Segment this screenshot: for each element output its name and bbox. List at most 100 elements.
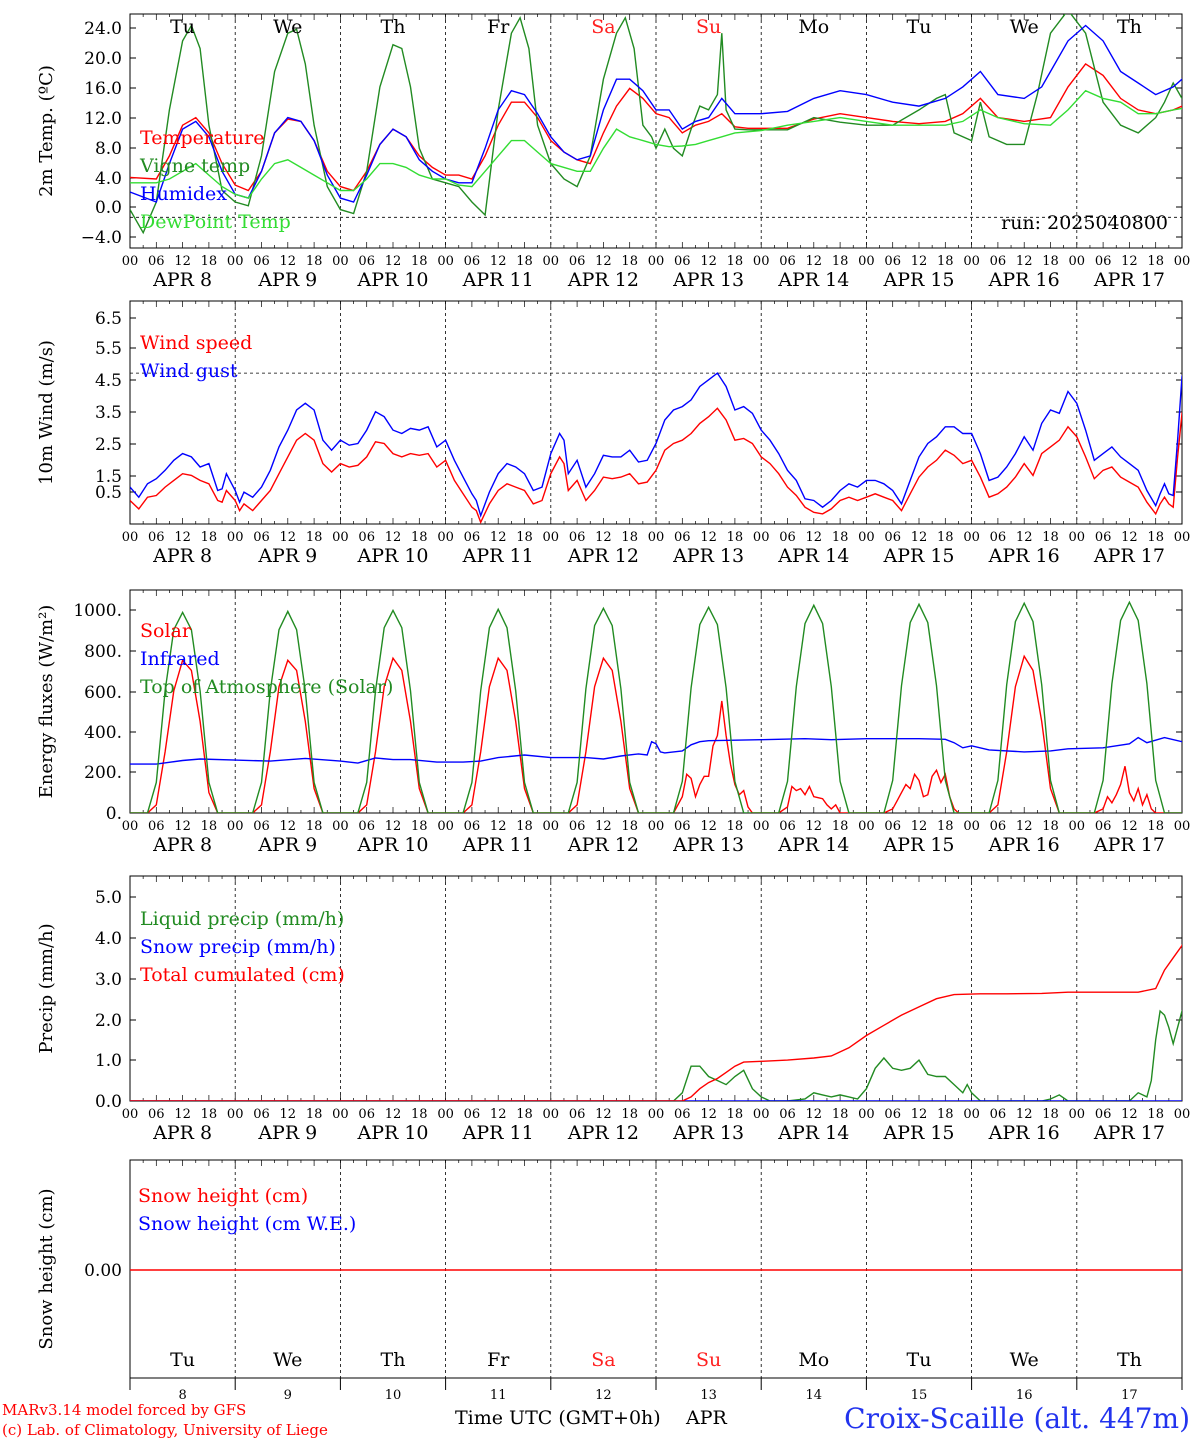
legend-entry: Total cumulated (cm) [140,964,345,986]
hour-label: 18 [937,819,954,834]
hour-label: 06 [990,1107,1007,1122]
hour-label: 12 [1121,530,1138,545]
hour-label: 00 [332,1107,349,1122]
hour-label: 18 [306,819,323,834]
hour-label: 00 [543,1107,560,1122]
hour-label: 00 [122,530,139,545]
hour-label: 12 [595,254,612,269]
y-tick-label: 600. [84,683,122,703]
hour-label: 00 [963,1107,980,1122]
hour-label: 12 [595,819,612,834]
hour-label: 00 [227,530,244,545]
hour-label: 00 [543,254,560,269]
hour-label: 12 [385,254,402,269]
hour-label: 00 [858,254,875,269]
hour-label: 06 [358,1107,375,1122]
y-axis-label: 10m Wind (m/s) [36,340,57,485]
y-tick-label: 1.5 [95,467,122,487]
hour-label: 12 [174,254,191,269]
date-label: APR 13 [672,1122,744,1144]
hour-label: 12 [595,530,612,545]
panel-5: 0.00 Snow height (cm) Snow height (cm) Snow… [36,1159,1183,1379]
weekday-label-bottom: Tu [170,1349,195,1371]
weekday-label-bottom: Sa [591,1349,615,1371]
weekday-label-top: We [273,16,302,38]
y-tick-label: 400. [84,723,122,743]
y-axis-label: 2m Temp. (ºC) [36,65,57,197]
hour-label: 12 [490,1107,507,1122]
hour-label: 18 [1042,1107,1059,1122]
date-label: APR 14 [777,269,849,291]
y-tick-label: 8.0 [95,139,122,159]
hour-label: 06 [464,1107,481,1122]
hour-label: 12 [806,1107,823,1122]
date-label: APR 9 [257,269,317,291]
legend-entry: Infrared [140,648,220,670]
hour-label: 18 [1042,819,1059,834]
y-tick-label: 12.0 [84,109,122,129]
date-label: APR 12 [567,834,639,856]
weekday-label-bottom: Th [1117,1349,1142,1371]
hour-label: 12 [385,1107,402,1122]
hour-label: 06 [1095,530,1112,545]
weekday-label-bottom: Th [381,1349,406,1371]
date-label: APR 11 [462,834,534,856]
hour-label: 18 [201,1107,218,1122]
hour-label: 06 [569,1107,586,1122]
hour-label: 00 [1174,819,1191,834]
hour-label: 00 [122,819,139,834]
hour-label: 12 [490,819,507,834]
date-label: APR 10 [356,545,428,567]
hour-label: 06 [358,819,375,834]
hour-label: 00 [963,819,980,834]
hour-label: 18 [621,819,638,834]
hour-label: 06 [253,530,270,545]
hour-label: 06 [779,819,796,834]
weekday-label-bottom: We [273,1349,302,1371]
hour-label: 00 [122,1107,139,1122]
legend-entry: DewPoint Temp [140,211,291,233]
legend-entry: Temperature [140,127,264,149]
hour-label: 18 [1147,254,1164,269]
weekday-label-bottom: Su [696,1349,721,1371]
hour-label: 06 [464,254,481,269]
hour-label: 18 [411,530,428,545]
hour-label: 18 [1042,530,1059,545]
hour-label: 12 [1016,530,1033,545]
legend-entry: Liquid precip (mm/h) [140,908,344,930]
hour-label: 18 [411,819,428,834]
date-label: APR 12 [567,1122,639,1144]
hour-label: 06 [884,819,901,834]
date-label: APR 17 [1093,1122,1165,1144]
panel-4: 5.0 4.0 3.0 2.0 1.0 0.0 Precip (mm/h) Liquid pr… [36,875,1190,1144]
hour-label: 12 [1016,254,1033,269]
weekday-label-bottom: Fr [487,1349,510,1371]
legend-entry: Humidex [140,183,227,205]
hour-label: 12 [1121,254,1138,269]
plot-frame [129,300,1183,525]
day-number-label: 8 [178,1388,186,1403]
date-label: APR 13 [672,545,744,567]
panel-2: 6.5 5.5 4.5 3.5 2.5 1.50.5 10m Wind (m/s) Wind … [36,300,1190,567]
weekday-label-top: Mo [798,16,829,38]
y-tick-label: 2.0 [95,1011,122,1031]
y-tick-label: 5.5 [95,339,122,359]
panel-3: 1000. 800. 600. 400. 200. 0. Energy fluxes (W/… [36,589,1191,856]
hour-label: 18 [621,254,638,269]
y-tick-label: 1000. [73,601,122,621]
date-label: APR 17 [1093,834,1165,856]
y-tick-label: 0.00 [84,1261,122,1281]
hour-label: 12 [700,1107,717,1122]
date-label: APR 8 [152,545,212,567]
hour-label: 12 [911,819,928,834]
y-tick-label: 800. [84,642,122,662]
y-tick-label: 5.0 [95,888,122,908]
y-tick-label: 0.0 [95,1092,122,1112]
date-label: APR 17 [1093,269,1165,291]
y-tick-label: 200. [84,763,122,783]
hour-label: 18 [516,1107,533,1122]
hour-label: 06 [148,530,165,545]
y-axis-label: Precip (mm/h) [36,923,57,1053]
hour-label: 06 [464,530,481,545]
hour-label: 00 [1069,819,1086,834]
